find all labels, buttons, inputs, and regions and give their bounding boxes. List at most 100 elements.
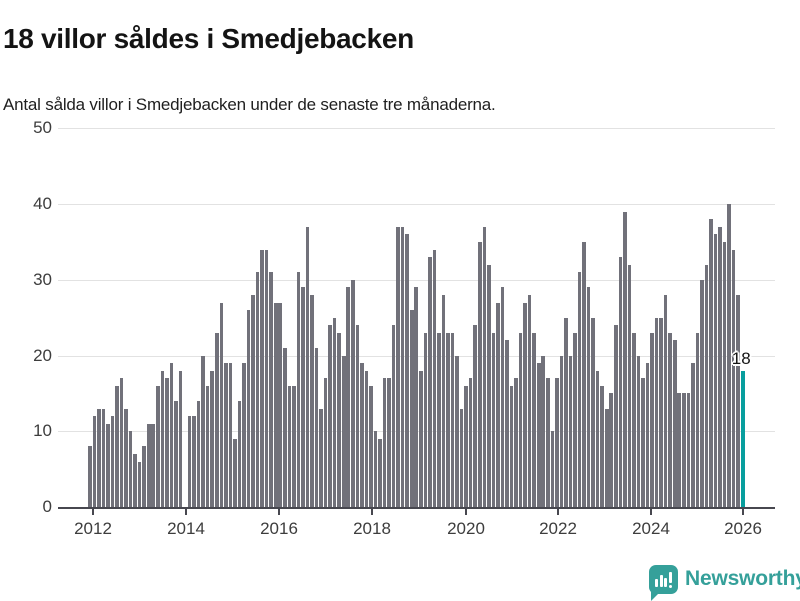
bar: [269, 272, 273, 507]
bar: [709, 219, 713, 507]
bar: [441, 294, 446, 507]
highlighted-bar: [740, 370, 745, 507]
bar: [731, 249, 736, 507]
bar: [718, 226, 722, 507]
page-title: 18 villor såldes i Smedjebacken: [3, 22, 414, 54]
bar: [432, 249, 437, 507]
bar: [133, 453, 137, 507]
bar: [568, 355, 573, 507]
bar: [573, 332, 577, 507]
bar: [582, 241, 586, 507]
bar: [305, 226, 310, 507]
bar: [242, 363, 246, 507]
bar: [491, 332, 496, 507]
bar: [536, 363, 541, 507]
bar: [604, 408, 609, 507]
bar: [691, 363, 695, 507]
bar: [704, 264, 709, 507]
bar: [682, 393, 686, 507]
bar: [124, 408, 128, 507]
bar: [591, 317, 595, 507]
bar: [496, 302, 500, 507]
bar: [477, 241, 482, 507]
bar: [700, 279, 704, 507]
bar: [736, 294, 741, 507]
gridline: [58, 279, 775, 281]
bar: [251, 294, 255, 507]
bar: [527, 294, 532, 507]
bar: [205, 385, 210, 507]
bar: [550, 431, 555, 507]
bar: [645, 363, 650, 507]
bar: [160, 370, 165, 507]
bar: [654, 317, 659, 507]
bar: [310, 294, 314, 507]
bar: [332, 317, 337, 507]
bar: [224, 363, 228, 507]
bar: [623, 211, 627, 507]
bar: [323, 378, 328, 507]
bar: [210, 370, 215, 507]
bar: [301, 287, 305, 507]
bar: [387, 378, 391, 507]
bar: [636, 355, 641, 507]
bar: [500, 287, 505, 507]
y-axis-tick-label: 0: [42, 497, 52, 516]
bar: [428, 257, 432, 507]
bar: [627, 264, 632, 507]
bar: [273, 302, 278, 507]
bar: [196, 400, 201, 507]
bar: [391, 325, 396, 507]
bar: [142, 446, 146, 507]
bar: [106, 423, 110, 507]
bar: [119, 378, 124, 507]
y-axis-tick-label: 50: [33, 118, 52, 138]
bar: [464, 385, 468, 507]
bar: [414, 287, 419, 507]
bar: [722, 241, 727, 507]
x-axis-tick: [465, 509, 467, 515]
bar: [88, 446, 92, 507]
bar: [713, 234, 718, 507]
bar: [541, 355, 546, 507]
bar: [255, 272, 260, 507]
bar: [532, 332, 536, 507]
bar: [446, 332, 450, 507]
bar: [459, 408, 464, 507]
bar: [677, 393, 682, 507]
bar: [355, 325, 360, 507]
bar: [559, 355, 564, 507]
chart-subtitle: Antal sålda villor i Smedjebacken under …: [3, 95, 496, 114]
y-axis-tick-label: 10: [33, 421, 52, 441]
y-axis-tick-label: 30: [33, 269, 52, 289]
x-axis-baseline: [58, 507, 775, 509]
bar: [614, 325, 618, 507]
bar: [296, 272, 301, 507]
bar: [146, 423, 151, 507]
x-axis-tick-label: 2014: [167, 519, 205, 538]
x-axis-tick-label: 2026: [724, 519, 762, 538]
bar: [151, 423, 156, 507]
bar: [609, 393, 614, 507]
bar: [282, 347, 287, 507]
bar: [632, 332, 636, 507]
y-axis-tick-label: 20: [33, 345, 52, 365]
bar: [555, 378, 559, 507]
bar: [346, 287, 351, 507]
bar: [337, 332, 341, 507]
x-axis-tick: [742, 509, 744, 515]
bar: [523, 302, 527, 507]
bar: [514, 378, 518, 507]
bar: [595, 370, 600, 507]
x-axis-tick: [371, 509, 373, 515]
bar: [246, 310, 251, 507]
bar: [101, 408, 106, 507]
bar: [672, 340, 677, 507]
bar: [314, 347, 319, 507]
bar: [137, 461, 142, 507]
bar: [369, 385, 373, 507]
bar: [156, 385, 160, 507]
bar: [727, 204, 731, 507]
bar: [487, 264, 491, 507]
bar: [260, 249, 264, 507]
